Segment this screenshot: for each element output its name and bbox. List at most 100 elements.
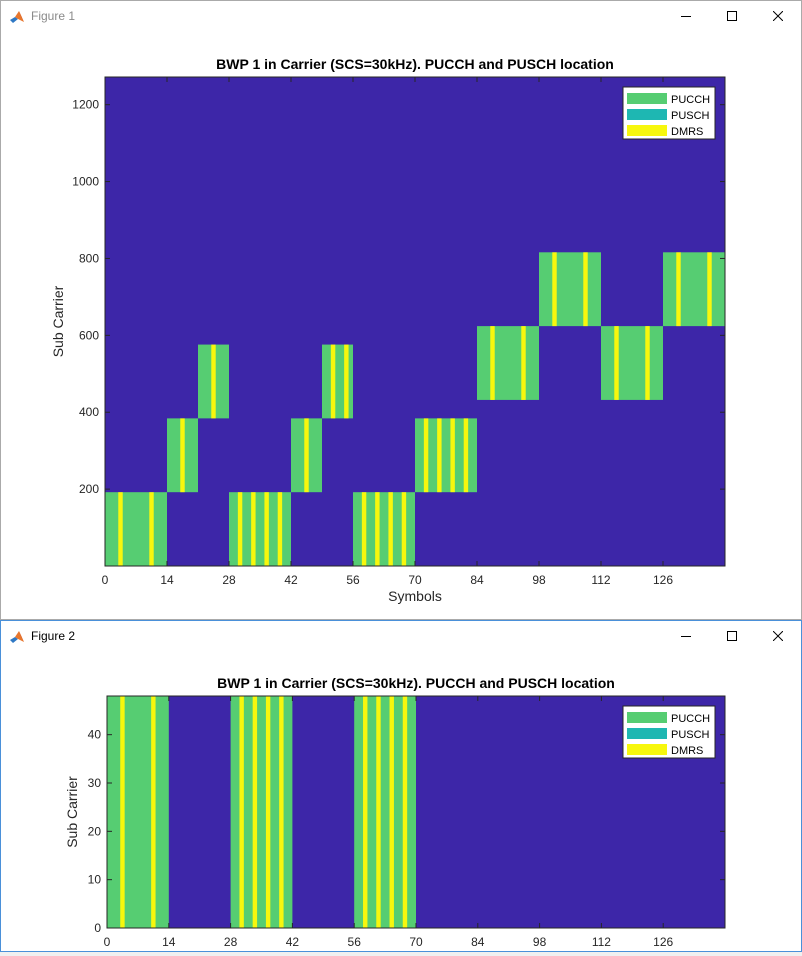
x-tick-label: 0 (102, 573, 109, 587)
figure-2-title: Figure 2 (31, 629, 76, 643)
dmrs-stripe (251, 492, 256, 566)
chart-title: BWP 1 in Carrier (SCS=30kHz). PUCCH and … (216, 56, 614, 72)
legend: PUCCH PUSCH DMRS (622, 705, 716, 759)
dmrs-stripe (645, 326, 650, 400)
legend-swatch (627, 125, 667, 136)
minimize-icon (681, 16, 691, 17)
figure-1-chart[interactable]: 0 14 28 42 56 70 84 98 112 126 200 400 600 800 1000 120… (1, 31, 801, 619)
legend-label: PUSCH (671, 110, 710, 122)
y-axis-label: Sub Carrier (50, 285, 66, 357)
maximize-icon (727, 11, 737, 21)
pucch-block (477, 326, 539, 400)
legend-label: PUSCH (671, 729, 710, 741)
close-button[interactable] (755, 1, 801, 31)
legend: PUCCH PUSCH DMRS (622, 86, 716, 140)
legend-label: PUCCH (671, 713, 710, 725)
maximize-button[interactable] (709, 621, 755, 651)
figure-2-titlebar[interactable]: Figure 2 (1, 621, 801, 651)
dmrs-stripe (344, 344, 349, 419)
dmrs-stripe (463, 418, 469, 493)
dmrs-stripe (401, 492, 407, 566)
dmrs-stripe (389, 696, 394, 928)
dmrs-stripe (151, 696, 156, 928)
legend-label: DMRS (671, 126, 703, 138)
matlab-icon (10, 11, 24, 23)
y-tick-label: 400 (79, 405, 99, 419)
y-tick-label: 1000 (72, 175, 99, 189)
x-tick-label: 56 (346, 573, 360, 587)
y-tick-label: 600 (79, 328, 99, 342)
x-tick-label: 0 (104, 935, 111, 949)
close-button[interactable] (755, 621, 801, 651)
x-tick-label: 70 (408, 573, 422, 587)
pucch-block (105, 492, 167, 566)
dmrs-stripe (149, 492, 154, 566)
dmrs-stripe (252, 696, 258, 928)
dmrs-stripe (583, 252, 588, 327)
pucch-block (663, 252, 725, 327)
close-icon (773, 11, 783, 21)
legend-label: PUCCH (671, 94, 710, 106)
y-tick-label: 30 (88, 776, 102, 790)
chart-title: BWP 1 in Carrier (SCS=30kHz). PUCCH and … (217, 675, 615, 691)
dmrs-stripe (614, 326, 619, 400)
dmrs-stripe (279, 696, 284, 928)
y-axis-label: Sub Carrier (64, 776, 80, 848)
legend-swatch (627, 744, 667, 755)
dmrs-stripe (423, 418, 429, 493)
x-tick-label: 84 (470, 573, 484, 587)
legend-swatch (627, 712, 667, 723)
dmrs-stripe (363, 696, 368, 928)
x-tick-label: 28 (224, 935, 238, 949)
pucch-block (601, 326, 663, 400)
figure-1-titlebar[interactable]: Figure 1 (1, 1, 801, 31)
figure-2-window: Figure 2 0 14 28 42 56 70 84 98 112 126 0 10 20 30 40 B… (0, 620, 802, 956)
y-tick-label: 40 (88, 728, 102, 742)
x-tick-label: 98 (532, 573, 546, 587)
dmrs-stripe (239, 696, 244, 928)
maximize-button[interactable] (709, 1, 755, 31)
dmrs-stripe (277, 492, 283, 566)
legend-swatch (627, 728, 667, 739)
figure-2-canvas[interactable]: 0 14 28 42 56 70 84 98 112 126 0 10 20 30 40 BWP 1 in C… (1, 651, 801, 956)
dmrs-stripe (376, 696, 381, 928)
legend-swatch (627, 109, 667, 120)
dmrs-stripe (375, 492, 380, 566)
x-tick-label: 42 (286, 935, 300, 949)
x-axis-label: Symbols (389, 950, 443, 951)
minimize-button[interactable] (663, 1, 709, 31)
dmrs-stripe (120, 696, 125, 928)
x-tick-label: 28 (222, 573, 236, 587)
maximize-icon (727, 631, 737, 641)
dmrs-stripe (676, 252, 681, 327)
dmrs-stripe (118, 492, 123, 566)
figure-1-canvas[interactable]: 0 14 28 42 56 70 84 98 112 126 200 400 600 800 1000 120… (1, 31, 801, 624)
y-tick-label: 20 (88, 824, 102, 838)
legend-swatch (627, 93, 667, 104)
x-tick-label: 56 (348, 935, 362, 949)
dmrs-stripe (437, 418, 442, 493)
x-tick-label: 98 (533, 935, 547, 949)
dmrs-stripe (450, 418, 455, 493)
figure-1-window: Figure 1 0 14 28 42 56 70 84 98 112 126 200 400 600 8… (0, 0, 802, 620)
figure-2-chart[interactable]: 0 14 28 42 56 70 84 98 112 126 0 10 20 30 40 BWP 1 in C… (1, 651, 801, 956)
dmrs-stripe (265, 696, 271, 928)
x-tick-label: 84 (471, 935, 485, 949)
dmrs-stripe (180, 418, 185, 493)
dmrs-stripe (211, 344, 216, 419)
dmrs-stripe (707, 252, 712, 327)
x-axis-label: Symbols (388, 588, 442, 604)
close-icon (773, 631, 783, 641)
pucch-block (107, 696, 169, 928)
dmrs-stripe (521, 326, 526, 400)
figure-1-title: Figure 1 (31, 9, 76, 23)
y-tick-label: 1200 (72, 98, 99, 112)
x-tick-label: 126 (653, 935, 673, 949)
dmrs-stripe (402, 696, 408, 928)
dmrs-stripe (490, 326, 495, 400)
dmrs-stripe (264, 492, 269, 566)
y-tick-label: 800 (79, 251, 99, 265)
minimize-button[interactable] (663, 621, 709, 651)
x-tick-label: 112 (591, 573, 610, 587)
x-tick-label: 14 (162, 935, 176, 949)
